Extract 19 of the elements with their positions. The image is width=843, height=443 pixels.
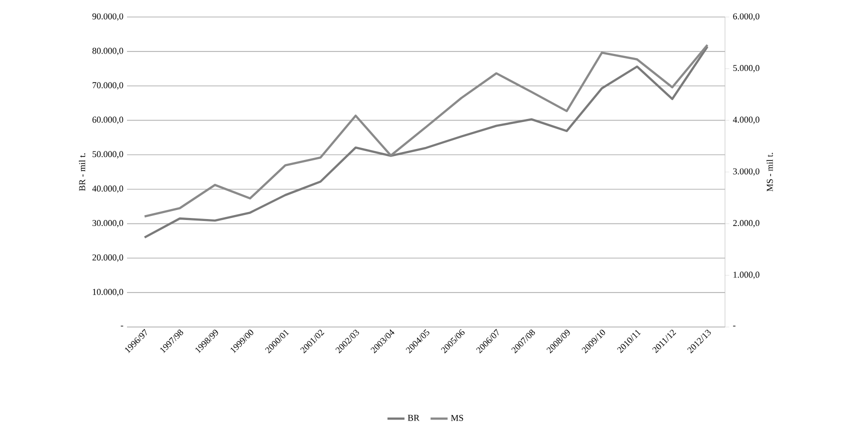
legend-label: MS: [450, 414, 464, 421]
y-tick-label: 60.000,0: [92, 116, 124, 124]
y-tick-label: 80.000,0: [92, 48, 124, 56]
y-axis-title: BR - mil t.: [78, 153, 86, 191]
y-tick-label: 20.000,0: [92, 254, 124, 262]
y2-tick-label: 2.000,0: [733, 220, 760, 228]
y2-tick-label: 1.000,0: [734, 272, 760, 279]
legend-label: BR: [408, 414, 420, 421]
y2-axis-title: MS - mil t.: [766, 152, 773, 192]
y2-tick-label: 6.000,0: [733, 13, 760, 21]
y2-tick-label: 5.000,0: [733, 64, 760, 72]
y-tick-label: 70.000,0: [92, 82, 124, 90]
y2-tick-label: 4.000,0: [732, 116, 760, 124]
y-tick-label: 10.000,0: [92, 288, 124, 296]
y-tick-label: 50.000,0: [92, 151, 124, 158]
y-tick-label: 90.000,0: [92, 13, 124, 21]
y-tick-label: 40.000,0: [92, 186, 124, 193]
y-tick-label: 30.000,0: [92, 220, 124, 228]
y2-tick-label: 3.000,0: [733, 168, 760, 176]
